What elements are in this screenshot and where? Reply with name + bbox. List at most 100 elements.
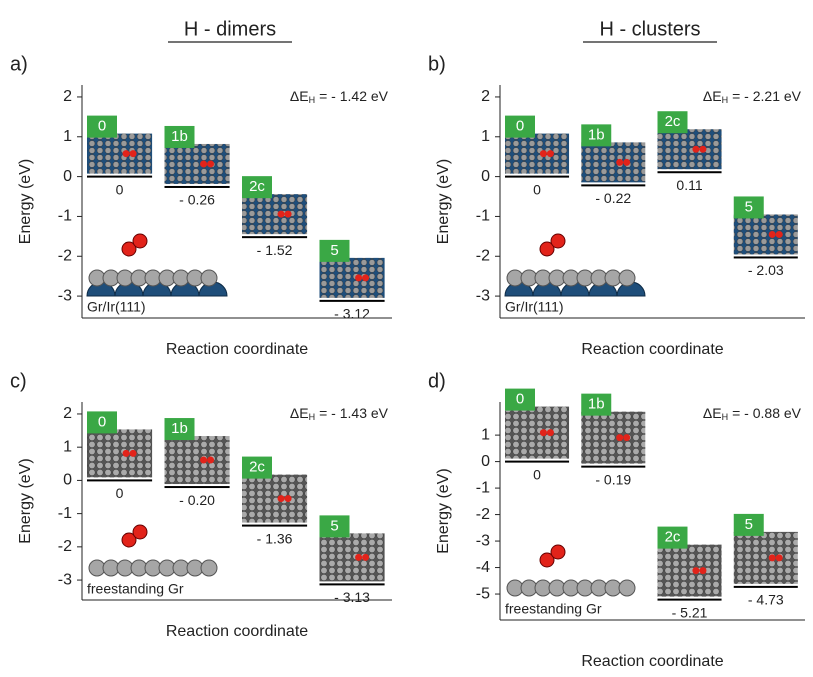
- value-label: 0: [116, 485, 124, 501]
- state-box: [319, 515, 350, 538]
- y-tick-label: 2: [63, 88, 72, 105]
- y-tick-label: -1: [476, 208, 490, 225]
- substrate-label: Gr/Ir(111): [505, 299, 564, 315]
- energy-level: [319, 299, 385, 302]
- value-label: - 0.20: [179, 492, 215, 508]
- y-tick-label: -2: [58, 538, 72, 555]
- structure-image: [87, 429, 153, 478]
- value-label: 0: [533, 466, 541, 482]
- structure-image: [657, 129, 722, 170]
- substrate-label: Gr/Ir(111): [87, 299, 146, 315]
- structure-image: [319, 257, 385, 298]
- y-axis-label: Energy (eV): [435, 159, 452, 244]
- oxygen-atom: [539, 552, 555, 568]
- y-tick-label: -2: [58, 247, 72, 264]
- energy-level: [505, 460, 570, 463]
- annotation-text: = - 0.88 eV: [732, 405, 802, 421]
- oxygen-atom: [546, 150, 554, 158]
- value-label: - 3.13: [334, 589, 370, 605]
- structure-image: [319, 533, 385, 582]
- y-tick-label: -2: [476, 506, 490, 523]
- oxygen-atom: [362, 274, 370, 282]
- oxygen-atom: [539, 150, 547, 158]
- state-label: 0: [516, 391, 524, 408]
- y-tick-label: 0: [481, 453, 490, 470]
- annotation-text: = - 1.43 eV: [319, 405, 389, 421]
- annotation-subscript: H: [309, 412, 316, 422]
- value-label: - 1.36: [257, 530, 293, 546]
- energy-level: [657, 171, 722, 174]
- structure-image: [505, 133, 570, 174]
- column-heading: H - dimers: [184, 18, 276, 40]
- panel-label: d): [428, 370, 446, 392]
- substrate-label: freestanding Gr: [505, 601, 602, 617]
- state-label: 5: [330, 517, 338, 534]
- panel-label: c): [10, 370, 27, 392]
- state-box: [657, 111, 688, 134]
- value-label: - 0.26: [179, 192, 215, 208]
- x-axis-label: Reaction coordinate: [166, 623, 308, 640]
- structure-image: [581, 411, 646, 464]
- y-tick-label: 0: [63, 472, 72, 489]
- state-label: 5: [330, 242, 338, 259]
- state-box: [164, 125, 195, 148]
- oxygen-atom: [616, 158, 624, 166]
- energy-level: [87, 479, 153, 482]
- annotation: ΔEH = - 1.43 eV: [290, 405, 389, 423]
- y-tick-label: 1: [63, 128, 72, 145]
- state-label: 0: [98, 413, 106, 430]
- annotation: ΔEH = - 2.21 eV: [703, 88, 802, 106]
- oxygen-atom: [550, 233, 566, 249]
- state-label: 5: [745, 516, 753, 533]
- state-box: [242, 456, 272, 479]
- oxygen-atom: [775, 230, 783, 238]
- oxygen-atom: [692, 567, 700, 575]
- state-box: [87, 115, 117, 138]
- oxygen-atom: [284, 495, 292, 503]
- y-tick-label: -1: [476, 479, 490, 496]
- structure-image: [164, 143, 230, 184]
- state-box: [733, 513, 764, 536]
- oxygen-atom: [132, 524, 148, 540]
- oxygen-atom: [207, 456, 215, 464]
- energy-level: [657, 598, 722, 601]
- state-label: 5: [745, 198, 753, 215]
- oxygen-atom: [546, 429, 554, 437]
- state-label: 1b: [588, 126, 605, 143]
- y-tick-label: -2: [476, 247, 490, 264]
- annotation-text: = - 2.21 eV: [732, 88, 802, 104]
- oxygen-atom: [623, 434, 631, 442]
- state-label: 0: [98, 118, 106, 135]
- annotation-symbol: ΔE: [290, 88, 309, 104]
- oxygen-atom: [132, 233, 148, 249]
- structure-image: [505, 406, 570, 459]
- oxygen-atom: [768, 230, 776, 238]
- value-label: 0.11: [676, 177, 702, 193]
- oxygen-atom: [550, 544, 566, 560]
- oxygen-atom: [539, 429, 547, 437]
- oxygen-atom: [768, 554, 776, 562]
- oxygen-atom: [284, 210, 292, 218]
- oxygen-atom: [122, 150, 130, 158]
- energy-level: [242, 524, 308, 527]
- y-axis-label: Energy (eV): [17, 159, 34, 244]
- y-axis-label: Energy (eV): [17, 458, 34, 543]
- oxygen-atom: [129, 150, 137, 158]
- oxygen-atom: [122, 449, 130, 457]
- oxygen-atom: [616, 434, 624, 442]
- annotation-symbol: ΔE: [703, 405, 722, 421]
- structure-image: [581, 142, 646, 183]
- panel-label: a): [10, 53, 28, 75]
- y-tick-label: -5: [476, 585, 490, 602]
- state-label: 0: [516, 118, 524, 135]
- value-label: 0: [116, 181, 124, 197]
- carbon-atom: [618, 579, 636, 597]
- carbon-atom: [200, 559, 218, 577]
- value-label: - 0.22: [595, 190, 631, 206]
- state-box: [733, 196, 764, 219]
- annotation-text: = - 1.42 eV: [319, 88, 389, 104]
- oxygen-atom: [207, 160, 215, 168]
- oxygen-atom: [129, 449, 137, 457]
- y-tick-label: 0: [481, 168, 490, 185]
